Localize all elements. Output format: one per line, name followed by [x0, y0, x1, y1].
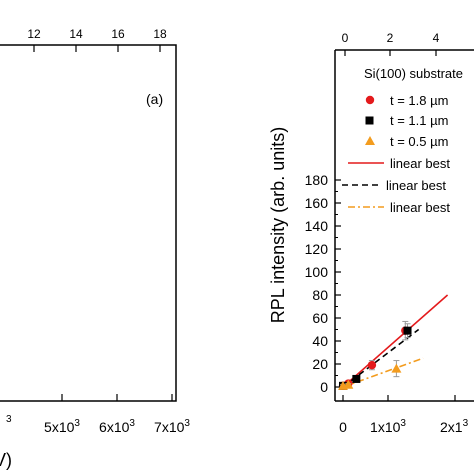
y-tick-label: 0 — [320, 379, 328, 395]
legend-label: t = 1.1 µm — [390, 113, 448, 128]
panel-a-top-axis: 12 14 16 18 — [27, 27, 167, 52]
bottom-tick-label: 5x103 — [44, 418, 80, 435]
panel-label: (a) — [146, 91, 163, 107]
x-bottom-tick-label: 1x103 — [370, 418, 406, 435]
y-tick-label: 160 — [305, 195, 329, 211]
fit-lines — [342, 294, 449, 388]
y-tick-label: 180 — [305, 172, 329, 188]
y-axis-label: RPL intensity (arb. units) — [268, 127, 288, 323]
legend-label: t = 0.5 µm — [390, 134, 448, 149]
x-axis-ticks: 0 1x103 2x13 0 2 4 — [339, 31, 468, 435]
legend-marker-black-square — [365, 116, 374, 125]
bottom-tick-label-cut: 3 — [6, 414, 12, 425]
legend-header: Si(100) substrate — [364, 66, 463, 81]
top-tick-label: 18 — [153, 27, 167, 41]
legend-label: linear best — [390, 200, 450, 215]
x-top-tick-label: 0 — [342, 31, 349, 45]
x-top-tick-label: 2 — [387, 31, 394, 45]
x-bottom-tick-label: 2x13 — [440, 418, 469, 435]
data-point-triangle — [343, 379, 354, 389]
y-tick-label: 20 — [312, 356, 328, 372]
panel-a-frame — [0, 44, 177, 402]
y-tick-label: 120 — [305, 241, 329, 257]
x-bottom-tick-label: 0 — [339, 419, 347, 435]
legend-label: linear best — [390, 156, 450, 171]
bottom-tick-label: 6x103 — [99, 418, 135, 435]
fit-line-dashdot — [342, 357, 424, 388]
legend-label: t = 1.8 µm — [390, 93, 448, 108]
tick-exponent: 3 — [74, 418, 80, 429]
y-tick-label: 140 — [305, 218, 329, 234]
fit-line-solid — [342, 294, 449, 388]
y-axis-ticks: 0 20 40 60 80 100 120 140 160 180 — [305, 172, 341, 395]
tick-exponent: 3 — [184, 418, 190, 429]
legend: Si(100) substrate t = 1.8 µm t = 1.1 µm … — [342, 66, 463, 215]
data-point-square — [403, 326, 412, 335]
data-point-triangle — [391, 363, 402, 373]
y-tick-label: 100 — [305, 264, 329, 280]
data-point-square — [352, 374, 361, 383]
x-top-tick-label: 4 — [433, 31, 440, 45]
data-point-circle — [367, 360, 377, 370]
legend-marker-red-circle — [365, 95, 375, 105]
panel-b: RPL intensity (arb. units) 0204060801001… — [268, 31, 474, 435]
panel-a: 12 14 16 18 (a) 3 5x103 6x103 7x103 V) — [0, 27, 190, 470]
x-axis-label-fragment: V) — [0, 450, 12, 470]
y-tick-label: 60 — [312, 310, 328, 326]
legend-marker-orange-triangle — [365, 136, 375, 145]
tick-exponent: 3 — [129, 418, 135, 429]
top-tick-label: 12 — [27, 27, 41, 41]
top-tick-label: 14 — [69, 27, 83, 41]
data-points — [338, 320, 412, 391]
legend-label: linear best — [386, 178, 446, 193]
bottom-tick-label: 7x103 — [154, 418, 190, 435]
top-tick-label: 16 — [111, 27, 125, 41]
y-tick-label: 80 — [312, 287, 328, 303]
panel-a-bottom-axis: 3 5x103 6x103 7x103 V) — [0, 394, 190, 470]
y-tick-label: 40 — [312, 333, 328, 349]
